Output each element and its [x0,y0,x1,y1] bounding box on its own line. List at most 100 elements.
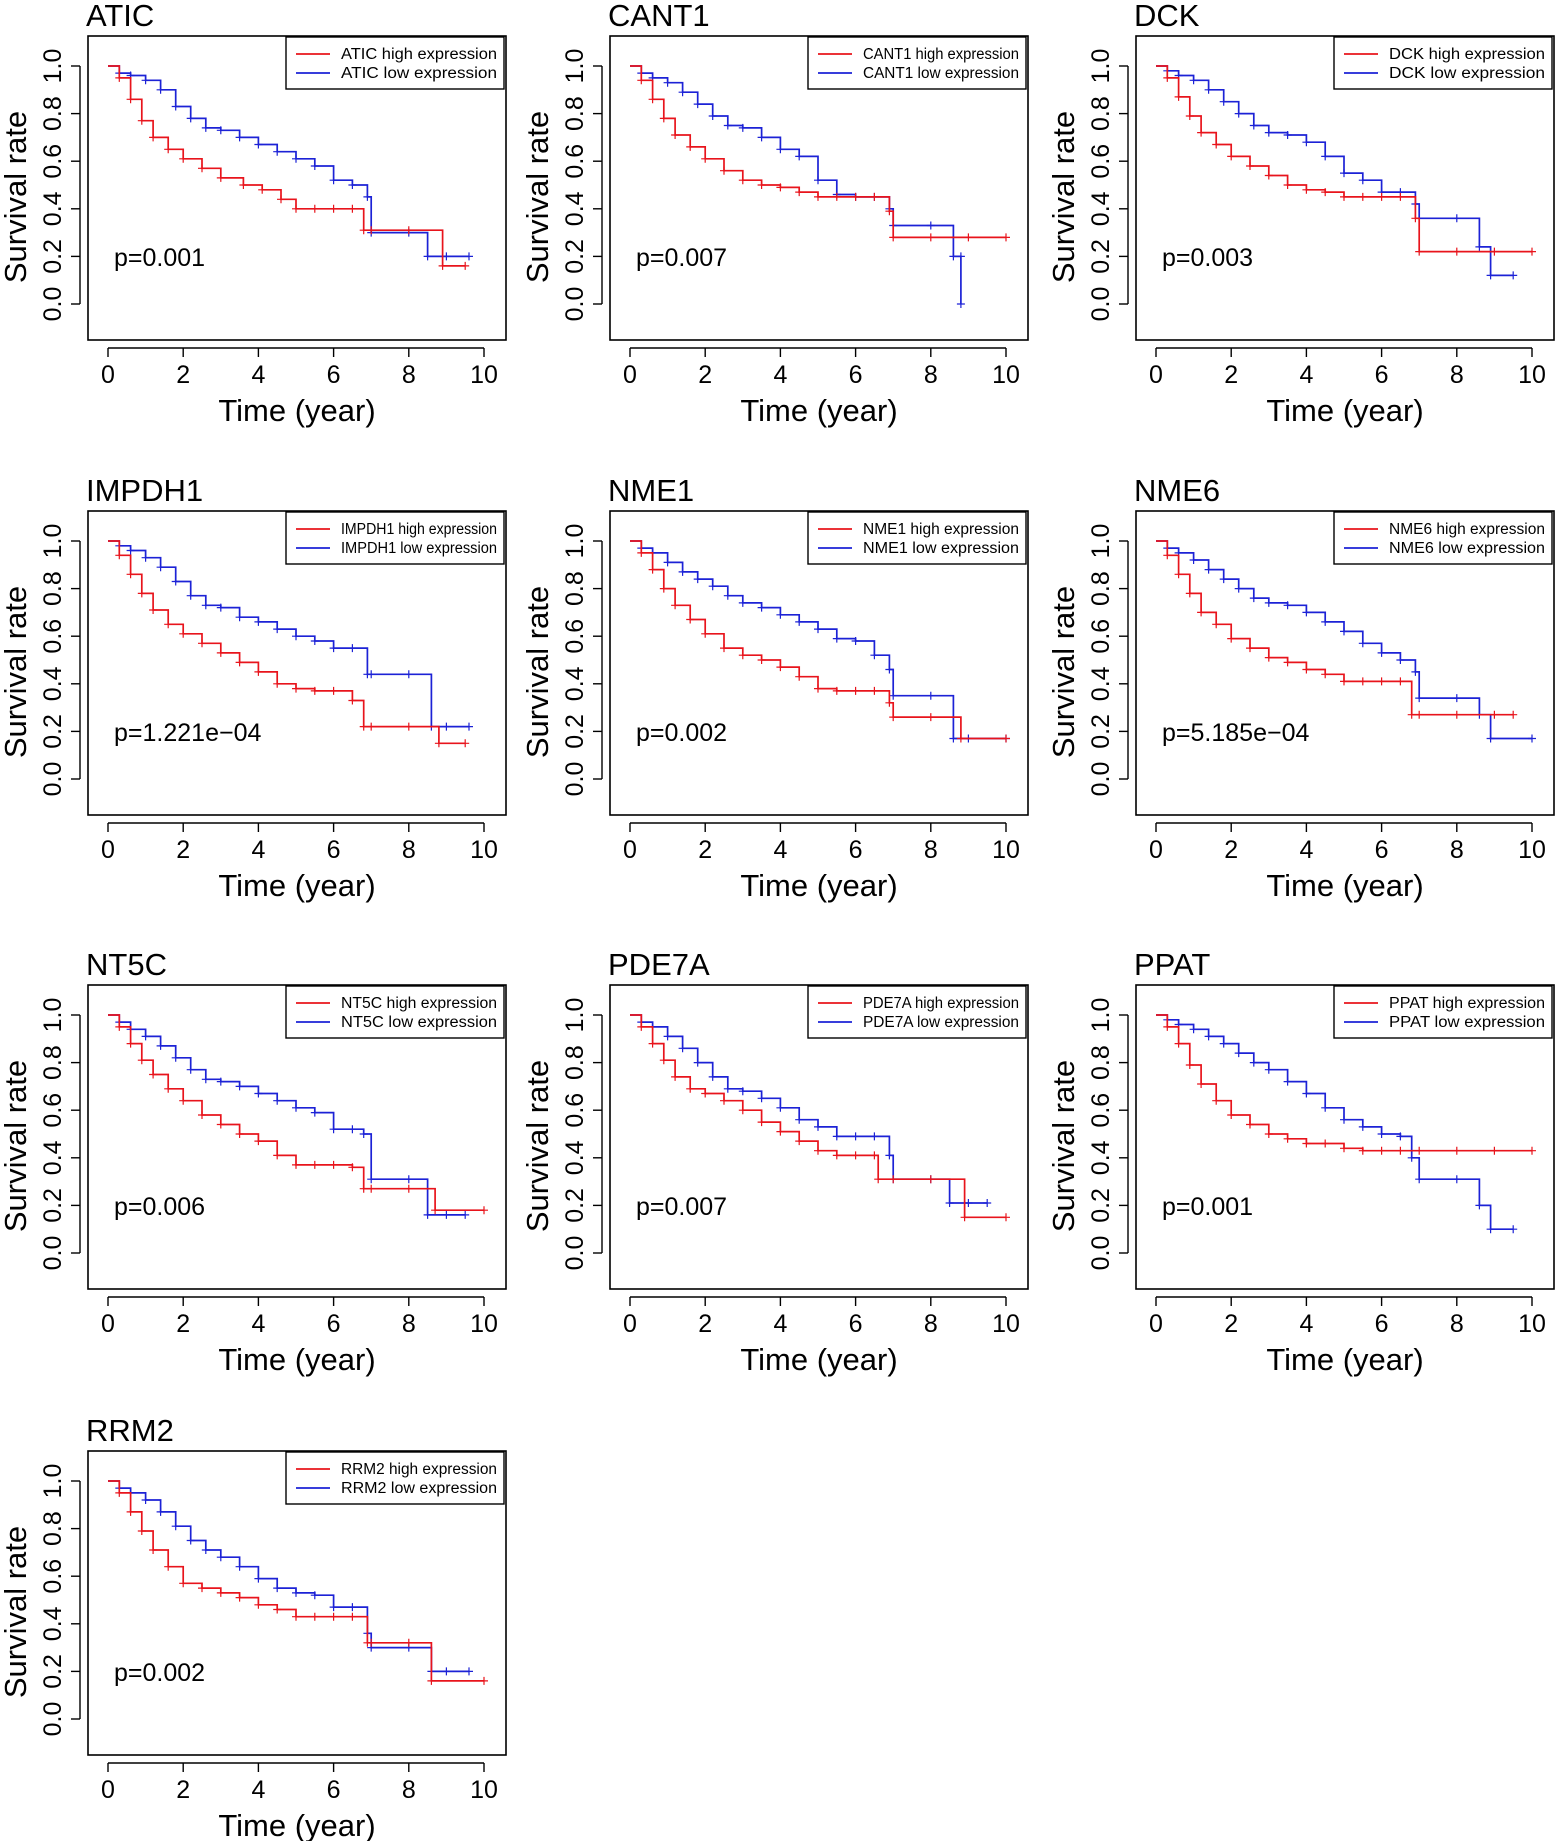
plot-frame [609,984,1029,1290]
censor-mark [1283,1134,1292,1143]
censor-mark [693,100,702,109]
censor-mark [137,589,146,598]
y-tick-label: 0.6 [39,1559,67,1594]
legend-label-high: ATIC high expression [341,46,497,63]
x-tick-label: 6 [327,1776,341,1804]
censor-mark [926,221,935,230]
censor-mark [198,639,206,648]
censor-mark [461,261,470,270]
censor-mark [1340,169,1348,178]
censor-mark [1415,1175,1424,1184]
censor-mark [1227,152,1236,161]
x-tick-label: 0 [623,361,637,389]
y-tick-label: 0.8 [1087,96,1115,131]
censor-mark [480,1206,488,1215]
censor-mark [404,1638,413,1647]
censor-mark [442,252,451,261]
censor-mark [1396,192,1405,201]
legend: ATIC high expression ATIC low expression [285,36,505,90]
censor-mark [1204,1032,1213,1041]
censor-mark [329,686,338,695]
censor-mark [1528,734,1536,743]
censor-mark [1340,1144,1348,1153]
censor-mark [983,1199,992,1207]
censor-mark [776,145,785,154]
x-tick-label: 8 [402,1310,416,1338]
x-tick-label: 10 [1518,836,1546,864]
censor-mark [442,1210,451,1219]
censor-mark [216,1120,225,1129]
survival-curve-high [630,540,1006,740]
censor-mark [885,665,894,674]
censor-mark [1197,128,1206,137]
censor-mark [701,629,710,638]
y-axis-label: Survival rate [0,1060,33,1232]
chart-dck: DCK 0 2 4 6 8 10 Time (year) 0.0 0.2 0.4 0.6 0.8 1.0S… [1046,0,1555,428]
censor-mark [1002,233,1010,242]
censor-mark [720,166,728,175]
y-tick-label: 0.4 [561,191,589,226]
y-tick-label: 0.6 [39,144,67,179]
p-value: p=1.221e−04 [114,719,261,747]
x-tick-label: 4 [773,1310,787,1338]
censor-mark [171,1053,180,1062]
y-tick-label: 0.0 [1087,1236,1115,1271]
censor-mark [1185,112,1194,120]
x-axis-label: Time (year) [1266,868,1423,903]
legend-label-high: IMPDH1 high expression [341,521,497,538]
x-tick-label: 6 [849,836,863,864]
x-tick-label: 6 [849,361,863,389]
y-tick-label: 0.8 [39,1045,67,1080]
censor-mark [723,591,732,600]
censor-mark [442,1667,451,1676]
y-axis-label: Survival rate [0,111,33,283]
censor-mark [186,114,195,123]
censor-mark [179,629,188,638]
censor-mark [171,577,180,586]
censor-mark [1302,665,1311,674]
censor-mark [310,1108,319,1117]
x-tick-label: 0 [1149,361,1163,389]
censor-mark [273,1096,282,1105]
censor-mark [960,1213,969,1222]
censor-mark [926,1175,935,1184]
censor-mark [870,651,879,660]
y-tick-label: 1.0 [561,524,589,559]
censor-mark [1264,653,1273,662]
censor-mark [964,233,973,242]
censor-mark [1452,694,1461,703]
censor-mark [461,739,470,748]
censor-mark [216,1553,225,1562]
survival-curve-low [1156,540,1532,740]
censor-mark [348,644,357,653]
plot-frame [609,35,1029,341]
censor-mark [1321,152,1330,161]
censor-mark [348,696,357,705]
legend-label-low: NT5C low expression [341,1014,497,1031]
survival-curve-low [108,540,469,728]
x-axis-label: Time (year) [218,1342,375,1377]
censor-mark [126,95,135,104]
chart-title: NME1 [608,473,694,508]
censor-mark [235,1082,244,1091]
x-tick-label: 8 [402,361,416,389]
y-tick-label: 0.2 [561,239,589,274]
y-tick-label: 0.8 [1087,571,1115,606]
p-value: p=0.007 [636,1193,727,1221]
plot-frame [609,510,1029,816]
x-tick-label: 4 [773,361,787,389]
y-tick-label: 0.0 [561,762,589,797]
censor-mark [423,1210,432,1219]
censor-mark [310,204,319,213]
censor-mark [1321,1103,1330,1112]
y-tick-label: 0.0 [39,762,67,797]
censor-mark [480,1676,488,1685]
censor-mark [404,670,413,679]
x-tick-label: 0 [1149,1310,1163,1338]
legend-box [807,511,1027,565]
censor-mark [1204,565,1213,574]
censor-mark [126,1507,135,1516]
censor-mark [1002,734,1010,743]
censor-mark [1249,594,1258,603]
censor-mark [1227,1111,1236,1119]
